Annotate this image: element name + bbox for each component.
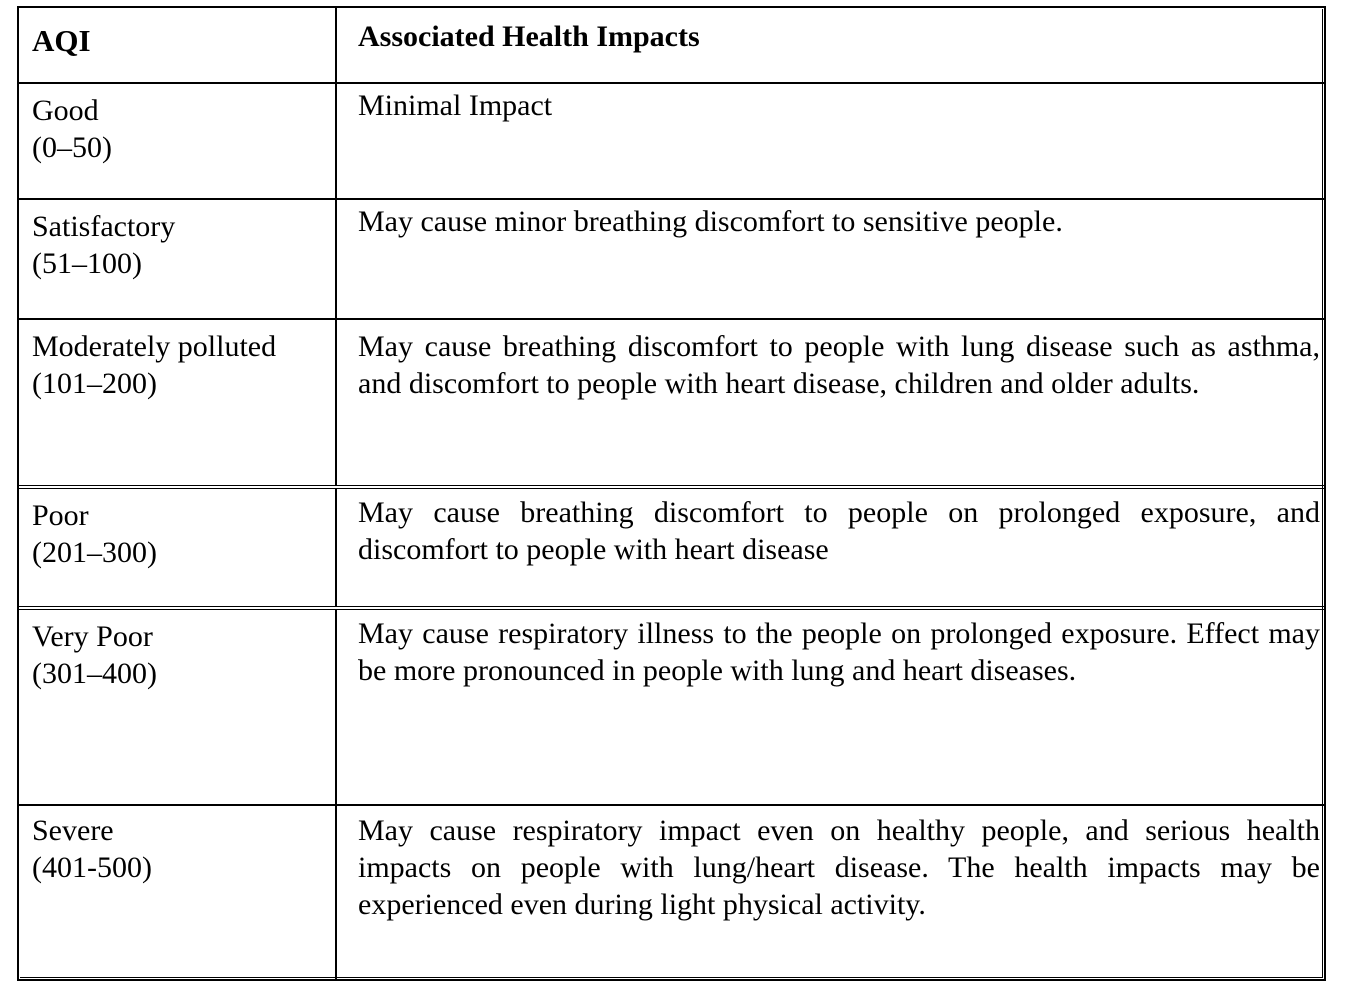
aqi-category-cell: Moderately polluted (101–200) bbox=[19, 320, 337, 485]
table-row: Very Poor (301–400) May cause respirator… bbox=[19, 610, 1324, 804]
table-row: Good (0–50) Minimal Impact bbox=[19, 84, 1324, 198]
table-row: Satisfactory (51–100) May cause minor br… bbox=[19, 200, 1324, 318]
aqi-category: Good bbox=[32, 94, 99, 127]
health-impact: May cause respiratory impact even on hea… bbox=[358, 814, 1320, 921]
health-impact: Minimal Impact bbox=[358, 89, 553, 122]
table-row: Poor (201–300) May cause breathing disco… bbox=[19, 489, 1324, 606]
health-impact: May cause breathing discomfort to people… bbox=[358, 330, 1320, 400]
header-health-impacts: Associated Health Impacts bbox=[358, 20, 700, 53]
aqi-range: (201–300) bbox=[32, 536, 157, 569]
aqi-category: Moderately polluted bbox=[32, 330, 277, 363]
row-divider bbox=[19, 82, 1324, 84]
health-impact: May cause respiratory illness to the peo… bbox=[358, 617, 1320, 687]
table-row: Moderately polluted (101–200) May cause … bbox=[19, 320, 1324, 485]
aqi-table: AQI Associated Health Impacts Good (0–50… bbox=[17, 6, 1326, 981]
row-divider bbox=[19, 606, 1324, 610]
aqi-category: Very Poor bbox=[32, 620, 153, 653]
aqi-range: (51–100) bbox=[32, 247, 142, 280]
aqi-category-cell: Poor (201–300) bbox=[19, 489, 337, 606]
aqi-category-cell: Satisfactory (51–100) bbox=[19, 200, 337, 318]
health-impact: May cause breathing discomfort to people… bbox=[358, 496, 1320, 566]
aqi-category: Severe bbox=[32, 814, 114, 847]
health-impact: May cause minor breathing discomfort to … bbox=[358, 205, 1063, 238]
row-divider bbox=[19, 485, 1324, 489]
aqi-category-cell: Good (0–50) bbox=[19, 84, 337, 198]
table-row: Severe (401-500) May cause respiratory i… bbox=[19, 806, 1324, 979]
aqi-category: Satisfactory bbox=[32, 210, 176, 243]
row-divider bbox=[19, 804, 1324, 806]
header-aqi: AQI bbox=[19, 8, 337, 82]
row-divider bbox=[19, 318, 1324, 320]
table-header-row: AQI Associated Health Impacts bbox=[19, 8, 1324, 82]
aqi-range: (101–200) bbox=[32, 367, 157, 400]
row-divider bbox=[19, 198, 1324, 200]
aqi-range: (0–50) bbox=[32, 131, 112, 164]
aqi-range: (401-500) bbox=[32, 851, 152, 884]
aqi-range: (301–400) bbox=[32, 657, 157, 690]
aqi-category-cell: Severe (401-500) bbox=[19, 806, 337, 979]
aqi-category: Poor bbox=[32, 499, 89, 532]
aqi-category-cell: Very Poor (301–400) bbox=[19, 610, 337, 804]
